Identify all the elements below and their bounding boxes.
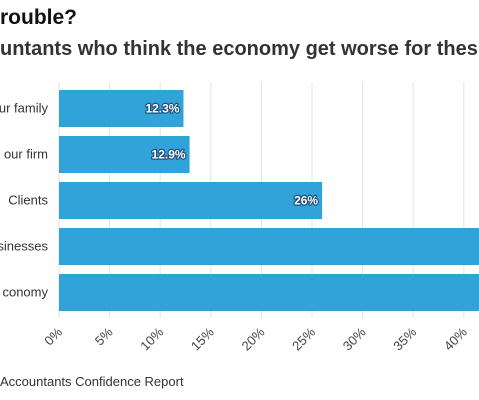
x-axis-ticks: 0% 5% 10% 15% 20% 25% 30% 35% 40% bbox=[41, 324, 470, 353]
x-tick-label: 35% bbox=[390, 324, 419, 353]
x-tick-label: 5% bbox=[92, 324, 116, 348]
x-tick-label: 0% bbox=[41, 324, 65, 348]
data-label: 26% bbox=[294, 194, 318, 208]
bar-layer bbox=[59, 90, 479, 311]
category-label: sinesses bbox=[0, 239, 49, 254]
bar bbox=[59, 90, 184, 127]
data-label: 12.3% bbox=[145, 102, 179, 116]
x-tick-label: 20% bbox=[239, 324, 268, 353]
bar bbox=[59, 182, 323, 219]
category-label: ur family bbox=[0, 101, 48, 116]
x-tick-label: 25% bbox=[289, 324, 318, 353]
x-tick-label: 10% bbox=[137, 324, 166, 353]
bar bbox=[59, 136, 190, 173]
x-tick-label: 15% bbox=[188, 324, 217, 353]
chart-title: rouble? bbox=[0, 6, 77, 29]
label-layer: ur family 12.3% our firm 12.9% Clients 26% sin… bbox=[0, 100, 320, 300]
x-tick-label: 30% bbox=[340, 324, 369, 353]
category-label: conomy bbox=[2, 285, 48, 300]
source-note: Accountants Confidence Report bbox=[0, 374, 184, 389]
category-label: Clients bbox=[8, 193, 48, 208]
chart-subtitle: untants who think the economy get worse … bbox=[0, 38, 478, 60]
bar bbox=[59, 274, 479, 311]
category-label: our firm bbox=[4, 147, 48, 162]
data-label: 12.9% bbox=[152, 148, 186, 162]
x-tick-label: 40% bbox=[441, 324, 470, 353]
bar bbox=[59, 228, 479, 265]
